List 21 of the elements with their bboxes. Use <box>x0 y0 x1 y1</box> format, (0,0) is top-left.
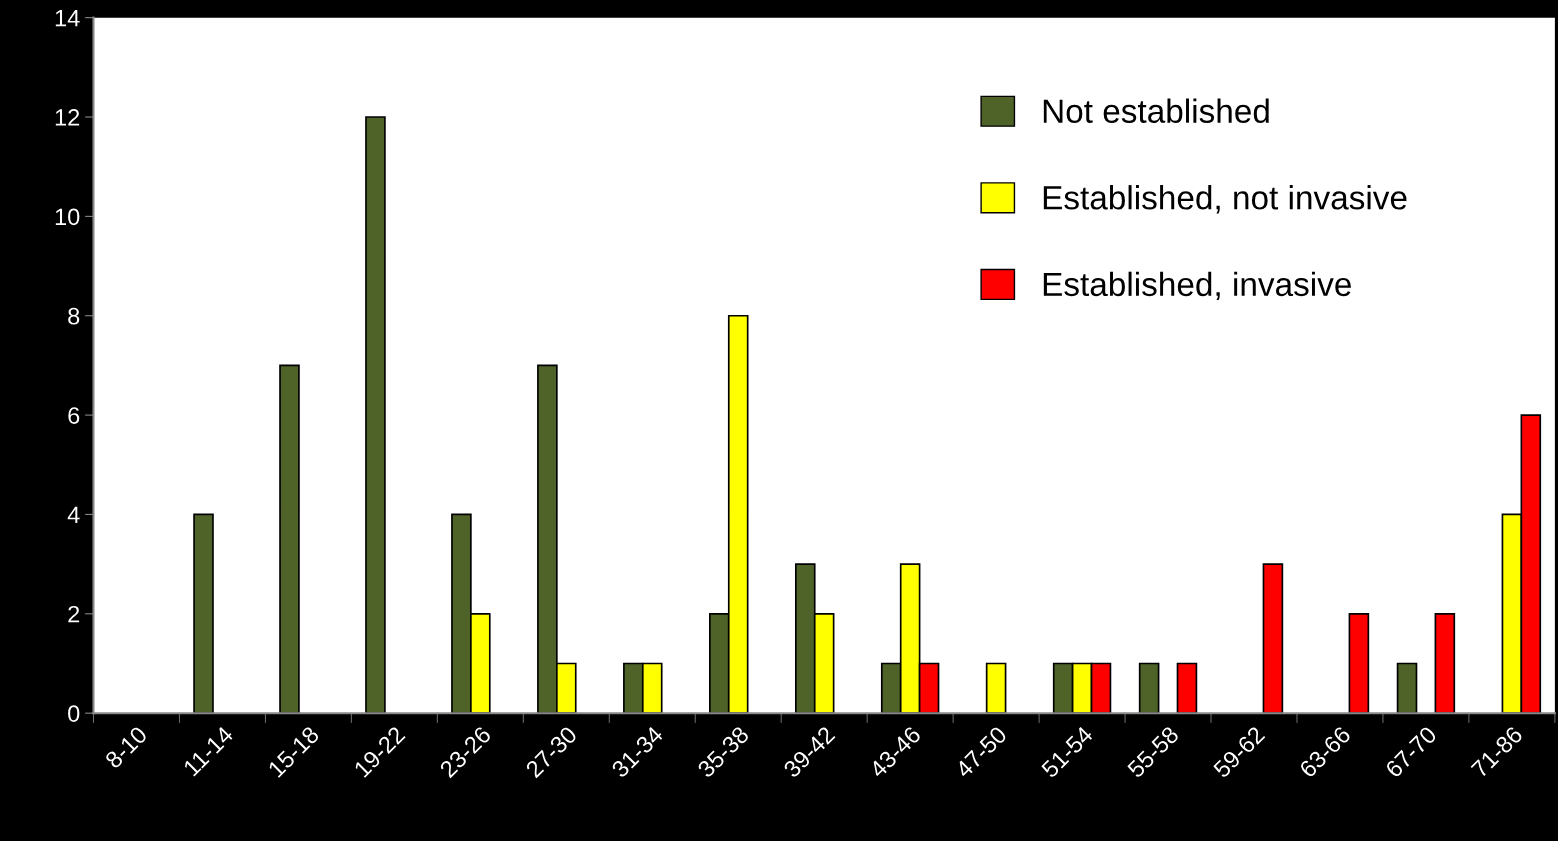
legend-label: Established, not invasive <box>1043 185 1407 214</box>
y-tick-label: 6 <box>68 407 80 424</box>
legend-label: Not established <box>1043 98 1269 124</box>
bar <box>365 116 386 714</box>
y-tick-label: 12 <box>55 109 80 126</box>
bar <box>193 513 214 714</box>
bar <box>279 364 300 714</box>
y-tick-label: 10 <box>55 208 80 226</box>
y-tick-label: 14 <box>55 9 80 27</box>
bar <box>1348 612 1370 714</box>
y-tick-label: 0 <box>68 705 80 722</box>
bar <box>1176 662 1198 714</box>
bar <box>1434 612 1456 714</box>
legend-label: Established, invasive <box>1043 271 1351 301</box>
bar <box>1396 662 1418 714</box>
bar <box>1262 563 1284 714</box>
y-tick-label: 2 <box>68 605 80 623</box>
bar <box>985 662 1007 714</box>
bar <box>1138 662 1160 714</box>
y-tick-label: 4 <box>67 506 80 524</box>
y-tick-label: 8 <box>68 307 80 325</box>
